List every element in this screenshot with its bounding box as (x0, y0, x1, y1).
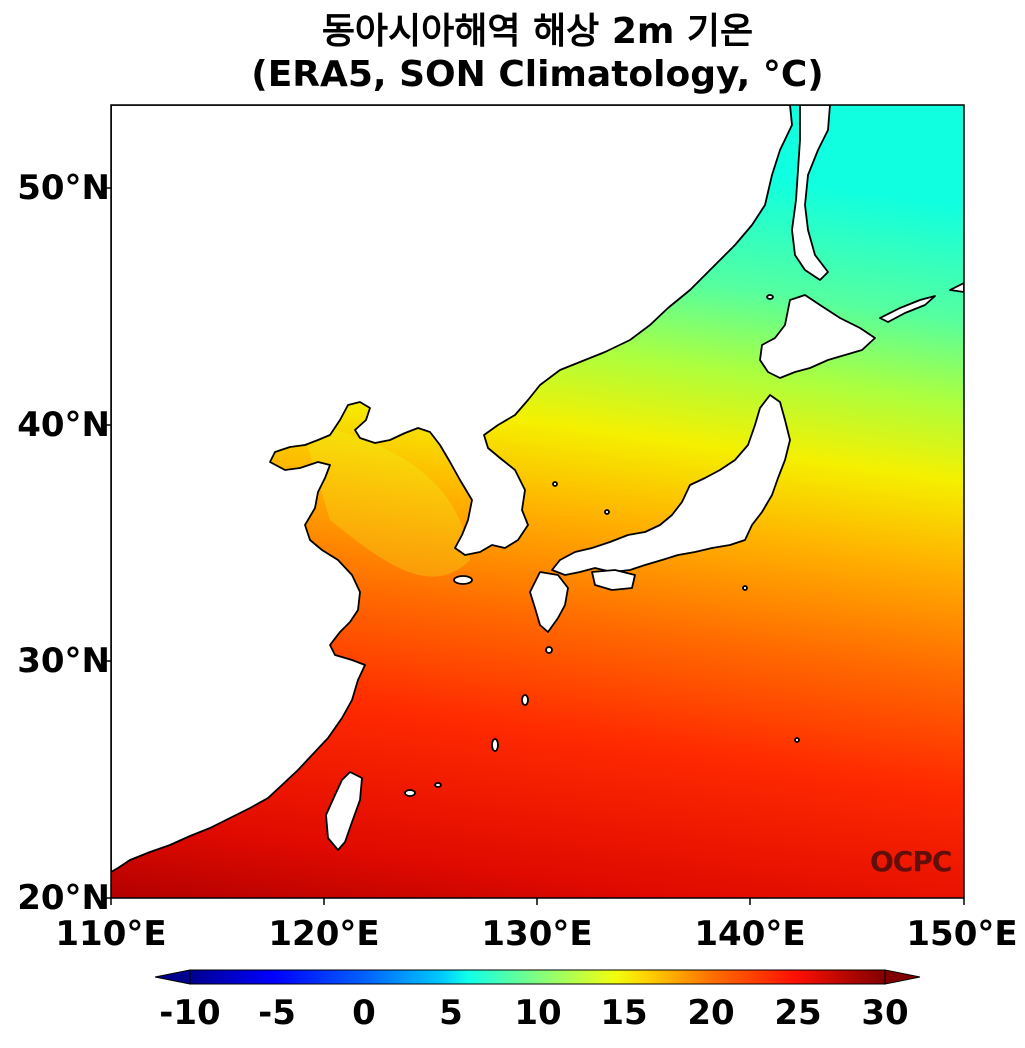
map-title-line2: (ERA5, SON Climatology, °C) (251, 54, 824, 95)
lon-tick-label: 150°E (906, 914, 1018, 954)
lat-tick-label: 30°N (17, 641, 110, 681)
land-mass (111, 105, 964, 873)
temperature-field (111, 105, 964, 898)
colorbar-tick-label: 15 (600, 993, 648, 1033)
colorbar (154, 969, 921, 985)
colorbar-tick-label: 20 (687, 993, 735, 1033)
colorbar-tick-label: -10 (159, 993, 221, 1033)
map-title-line1: 동아시아해역 해상 2m 기온 (321, 11, 754, 52)
colorbar-tick-label: 0 (352, 993, 376, 1033)
colorbar-tick-label: 5 (439, 993, 463, 1033)
lon-tick-label: 130°E (481, 914, 593, 954)
colorbar-tick-label: -5 (258, 993, 296, 1033)
lon-tick-label: 110°E (55, 914, 167, 954)
lon-tick-label: 120°E (268, 914, 380, 954)
colorbar-tick-label: 10 (514, 993, 562, 1033)
lat-tick-label: 40°N (17, 405, 110, 445)
lat-tick-label: 50°N (17, 168, 110, 208)
colorbar-tick-label: 30 (861, 993, 909, 1033)
lat-tick-label: 20°N (17, 878, 110, 918)
axis-ticks (104, 187, 965, 905)
lon-tick-label: 140°E (694, 914, 806, 954)
colorbar-tick-label: 25 (774, 993, 822, 1033)
ocpc-watermark: OCPC (870, 845, 952, 878)
